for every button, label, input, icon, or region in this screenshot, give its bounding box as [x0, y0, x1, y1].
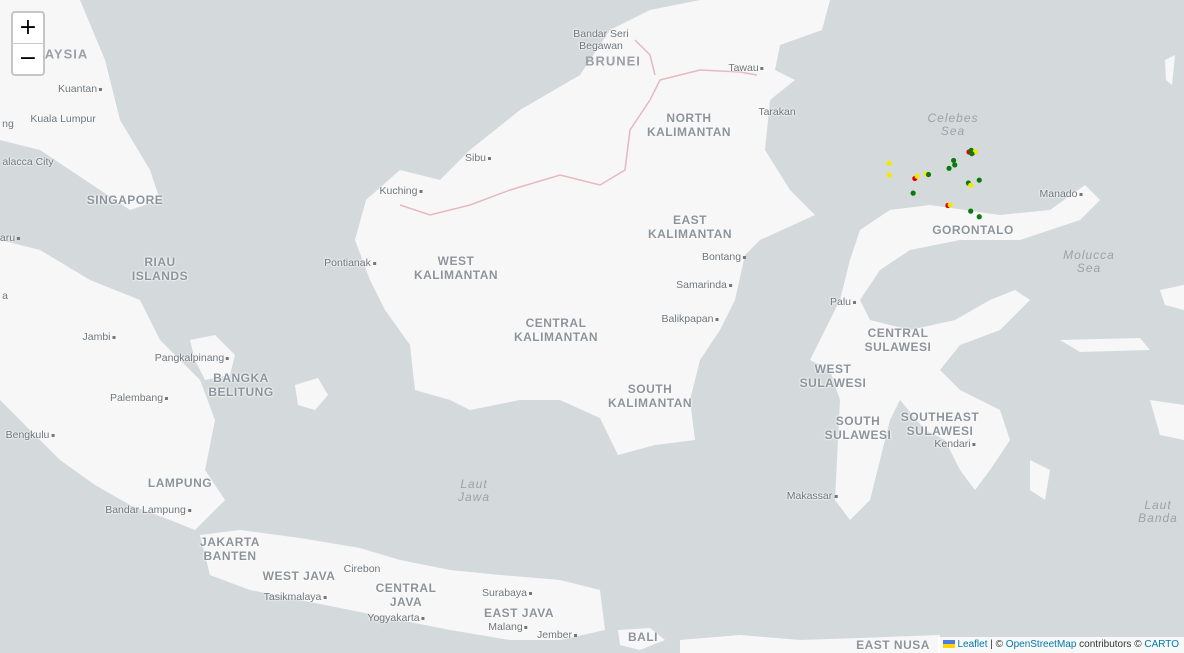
sulawesi-land [810, 185, 1100, 520]
map-marker-yellow[interactable] [947, 202, 953, 208]
java-land [200, 530, 605, 640]
map-marker-green[interactable] [952, 162, 958, 168]
osm-link[interactable]: OpenStreetMap [1005, 639, 1077, 650]
map-marker-green[interactable] [925, 171, 932, 178]
zoom-out-button[interactable]: − [18, 46, 38, 71]
ukraine-flag-icon [943, 640, 956, 649]
attribution-sep: | © [987, 639, 1006, 650]
zoom-in-button[interactable]: + [13, 13, 43, 44]
zoom-control: + − [11, 11, 45, 76]
map-marker-green[interactable] [910, 190, 916, 196]
leaflet-link[interactable]: Leaflet [957, 639, 988, 650]
map-marker-green[interactable] [968, 208, 974, 214]
bangka-land [190, 335, 235, 380]
map-marker-yellow[interactable] [886, 160, 892, 166]
malaysia-indonesia-border [399, 69, 758, 216]
map-marker-yellow[interactable] [886, 172, 892, 178]
attribution-contributors: contributors © [1076, 639, 1145, 650]
map-marker-green[interactable] [969, 151, 975, 157]
carto-link[interactable]: CARTO [1144, 639, 1179, 650]
map-marker-green[interactable] [976, 177, 982, 183]
attribution: Leaflet | © OpenStreetMap contributors ©… [938, 637, 1184, 653]
map-marker-green[interactable] [946, 165, 952, 171]
map-marker-yellow[interactable] [914, 173, 920, 179]
bali-land [618, 628, 665, 650]
map-marker-yellow[interactable] [968, 182, 974, 188]
borneo-land [355, 0, 830, 455]
map-marker-green[interactable] [976, 214, 982, 220]
map-marker-green[interactable] [951, 157, 957, 164]
sumatra-land [0, 240, 225, 530]
belitung-land [295, 378, 328, 410]
